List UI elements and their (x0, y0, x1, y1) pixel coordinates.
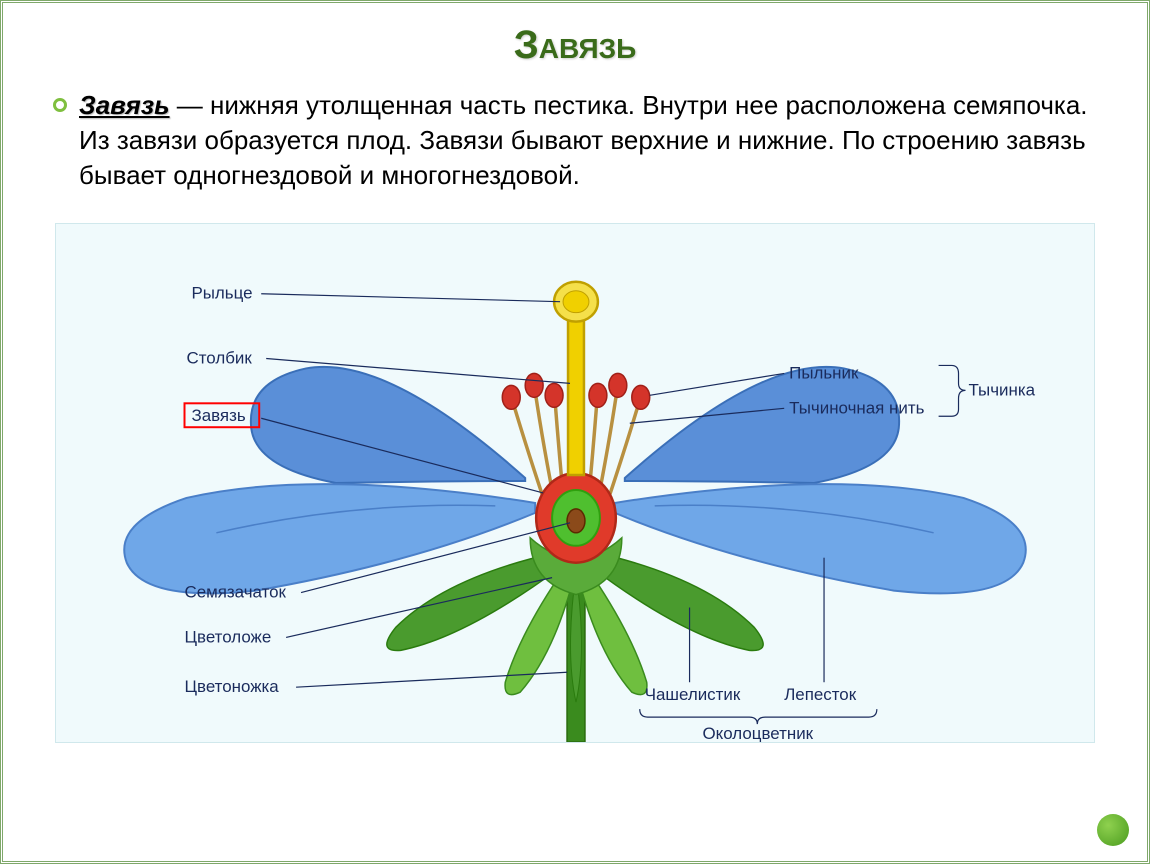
ovule-seed (567, 509, 585, 533)
page-title: Завязь (33, 23, 1117, 68)
flower-diagram: Рыльце Столбик Завязь Семязачаток Цветол… (55, 223, 1095, 743)
petal-back-right (625, 367, 899, 483)
bullet-icon (53, 98, 67, 112)
label-pedicel: Цветоножка (185, 677, 280, 696)
term: Завязь (79, 90, 170, 120)
petal-back-left (251, 367, 525, 483)
label-sepal: Чашелистик (645, 685, 741, 704)
label-receptacle: Цветоложе (185, 628, 272, 647)
anther (589, 384, 607, 408)
anther (525, 374, 543, 398)
anther (609, 374, 627, 398)
label-petal: Лепесток (784, 685, 857, 704)
label-ovule: Семязачаток (185, 583, 287, 602)
anther (502, 386, 520, 410)
style (568, 314, 584, 475)
corner-decoration-icon (1097, 814, 1129, 846)
anther (545, 384, 563, 408)
diagram-svg: Рыльце Столбик Завязь Семязачаток Цветол… (56, 224, 1094, 742)
label-anther: Пыльник (789, 364, 859, 383)
definition-text: Завязь — нижняя утолщенная часть пестика… (79, 88, 1097, 193)
label-perianth: Околоцветник (703, 724, 814, 742)
definition-body: — нижняя утолщенная часть пестика. Внутр… (79, 90, 1088, 190)
label-filament: Тычиночная нить (789, 399, 924, 418)
definition-block: Завязь — нижняя утолщенная часть пестика… (33, 88, 1117, 193)
label-ovary: Завязь (191, 407, 245, 426)
petal-left (124, 484, 535, 593)
petal-right (615, 484, 1026, 593)
label-stamen: Тычинка (968, 381, 1035, 400)
label-stigma: Рыльце (191, 284, 252, 303)
anther (632, 386, 650, 410)
label-style: Столбик (187, 349, 253, 368)
